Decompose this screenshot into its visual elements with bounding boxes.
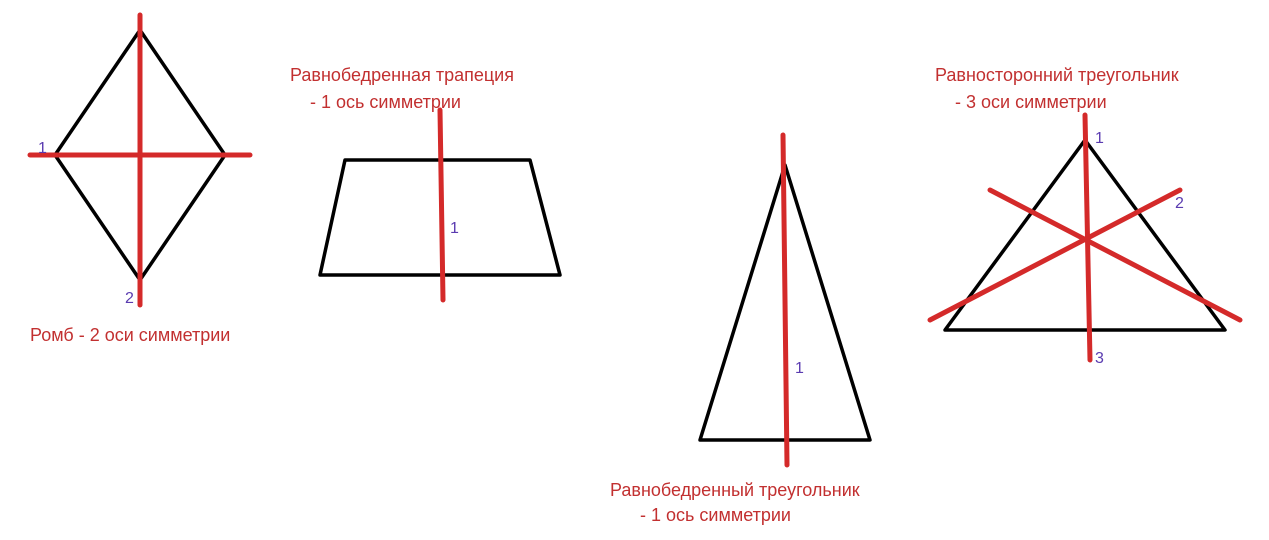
trapezoid-title-1: - 1 ось симметрии	[310, 92, 461, 113]
rhombus-axis-label: 1	[38, 140, 47, 158]
eq-triangle-axis-label: 1	[1095, 130, 1104, 148]
eq-triangle-axis-label: 3	[1095, 350, 1104, 368]
iso-triangle-axis-label: 1	[795, 360, 804, 378]
rhombus-caption: Ромб - 2 оси симметрии	[30, 325, 230, 346]
eq-triangle-title-1: - 3 оси симметрии	[955, 92, 1107, 113]
eq-triangle-axis-label: 2	[1175, 195, 1184, 213]
eq-triangle-title-0: Равносторонний треугольник	[935, 65, 1179, 86]
trapezoid-title-0: Равнобедренная трапеция	[290, 65, 514, 86]
eq-triangle-axis-2	[930, 190, 1180, 320]
iso-triangle-caption-1: - 1 ось симметрии	[640, 505, 791, 526]
trapezoid-axis-label: 1	[450, 220, 459, 238]
trapezoid-axis-1	[440, 110, 443, 300]
eq-triangle-axis-3	[990, 190, 1240, 320]
rhombus-axis-label: 2	[125, 290, 134, 308]
iso-triangle-caption-0: Равнобедренный треугольник	[610, 480, 860, 501]
iso-triangle-axis-1	[783, 135, 787, 465]
